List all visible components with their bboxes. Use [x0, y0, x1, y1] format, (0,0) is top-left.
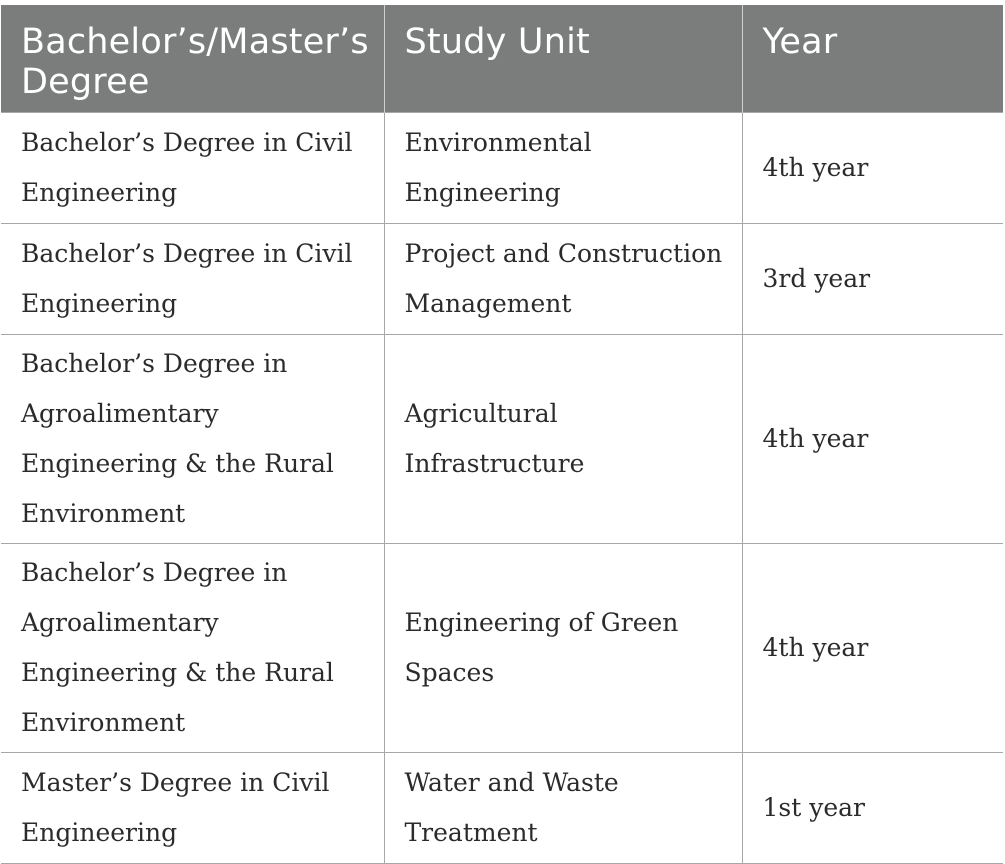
degree-cell: Master’s Degree in Civil Engineering — [1, 752, 385, 864]
study-unit-cell: Environmental Engineering — [383, 112, 743, 224]
study-units-table: Bachelor’s/Master’s Degree Study Unit Ye… — [1, 5, 1003, 864]
degree-cell: Bachelor’s Degree in Civil Engineering — [1, 223, 385, 335]
table-header: Bachelor’s/Master’s Degree Study Unit Ye… — [1, 5, 1003, 113]
header-degree: Bachelor’s/Master’s Degree — [1, 5, 385, 113]
degree-cell: Bachelor’s Degree in Agroalimentary Engi… — [1, 543, 385, 753]
degree-cell: Bachelor’s Degree in Agroalimentary Engi… — [1, 334, 385, 544]
table-row: Bachelor’s Degree in Civil Engineering P… — [1, 223, 1003, 335]
degree-cell: Bachelor’s Degree in Civil Engineering — [1, 112, 385, 224]
header-study-unit: Study Unit — [383, 5, 743, 113]
study-unit-cell: Engineering of Green Spaces — [383, 543, 743, 753]
year-cell: 3rd year — [741, 223, 1003, 335]
table-body: Bachelor’s Degree in Civil Engineering E… — [1, 112, 1003, 864]
study-unit-cell: Water and Waste Treatment — [383, 752, 743, 864]
header-year: Year — [741, 5, 1003, 113]
year-cell: 4th year — [741, 334, 1003, 544]
header-row: Bachelor’s/Master’s Degree Study Unit Ye… — [1, 5, 1003, 113]
table-row: Master’s Degree in Civil Engineering Wat… — [1, 752, 1003, 864]
year-cell: 4th year — [741, 112, 1003, 224]
table-row: Bachelor’s Degree in Civil Engineering E… — [1, 112, 1003, 224]
table-row: Bachelor’s Degree in Agroalimentary Engi… — [1, 543, 1003, 753]
study-unit-cell: Project and Construction Management — [383, 223, 743, 335]
study-unit-cell: Agricultural Infrastructure — [383, 334, 743, 544]
year-cell: 4th year — [741, 543, 1003, 753]
table-row: Bachelor’s Degree in Agroalimentary Engi… — [1, 334, 1003, 544]
year-cell: 1st year — [741, 752, 1003, 864]
